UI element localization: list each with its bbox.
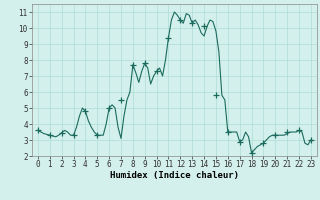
X-axis label: Humidex (Indice chaleur): Humidex (Indice chaleur)	[110, 171, 239, 180]
